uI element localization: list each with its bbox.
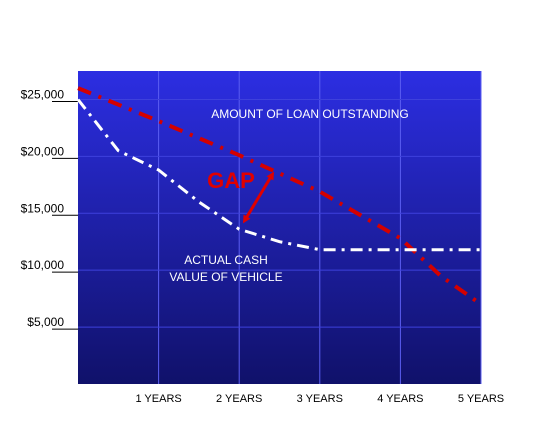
x-tick-label: 3 YEARS: [297, 393, 343, 405]
vehicle-label-line2: VALUE OF VEHICLE: [169, 270, 282, 284]
x-axis-labels: 1 YEARS 2 YEARS 3 YEARS 4 YEARS 5 YEARS: [135, 393, 504, 405]
y-axis-labels: $25,000 $20,000 $15,000 $10,000 $5,000: [21, 87, 78, 330]
gap-label: GAP: [207, 168, 255, 193]
y-tick-label: $10,000: [21, 258, 65, 272]
y-tick-label: $25,000: [21, 87, 65, 101]
series-lines: [76, 86, 483, 306]
x-tick-label: 5 YEARS: [458, 393, 504, 405]
y-tick-label: $20,000: [21, 144, 65, 158]
vehicle-value-line: [76, 98, 481, 252]
x-tick-label: 1 YEARS: [135, 393, 181, 405]
y-tick-label: $5,000: [27, 315, 64, 329]
x-tick-label: 4 YEARS: [377, 393, 423, 405]
loan-label: AMOUNT OF LOAN OUTSTANDING: [211, 107, 409, 121]
x-tick-label: 2 YEARS: [216, 393, 262, 405]
vehicle-label-line1: ACTUAL CASH: [184, 253, 268, 267]
gap-arrow: [242, 171, 275, 224]
plot-area: [78, 71, 481, 384]
y-tick-label: $15,000: [21, 201, 65, 215]
